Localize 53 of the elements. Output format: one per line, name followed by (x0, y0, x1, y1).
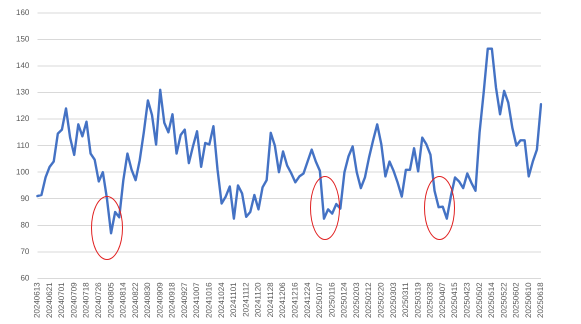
x-tick-label: 20250502 (474, 282, 484, 318)
x-tick-label: 20241016 (204, 282, 214, 318)
x-tick-label: 20250602 (512, 282, 521, 318)
x-tick-label: 20250107 (315, 282, 324, 318)
x-tick-label: 20250212 (364, 282, 374, 318)
x-tick-label: 20241024 (216, 282, 226, 318)
x-tick-label: 20241216 (290, 282, 300, 318)
x-tick-label: 20250303 (388, 282, 398, 318)
x-tick-label: 20240822 (130, 282, 140, 318)
x-tick-label: 20241120 (254, 282, 263, 318)
x-tick-label: 20240718 (82, 282, 91, 318)
y-tick-label: 110 (16, 140, 30, 150)
x-tick-label: 20240909 (155, 282, 164, 318)
x-tick-label: 20250618 (536, 282, 546, 318)
x-tick-label: 20241128 (266, 282, 275, 318)
y-tick-label: 120 (16, 114, 30, 124)
x-tick-label: 20240621 (44, 282, 54, 318)
y-tick-label: 100 (16, 167, 30, 176)
y-tick-label: 150 (16, 34, 30, 44)
x-tick-label: 20250124 (340, 282, 349, 318)
x-tick-label: 20240805 (106, 282, 116, 318)
x-tick-label: 20250116 (327, 282, 336, 318)
x-tick-label: 20250311 (401, 282, 410, 318)
x-tick-label: 20241206 (278, 282, 288, 318)
x-tick-label: 20240918 (168, 282, 177, 318)
x-tick-label: 20250522 (499, 282, 508, 318)
y-tick-label: 160 (16, 8, 30, 18)
x-tick-label: 20250319 (413, 282, 422, 318)
x-tick-label: 20240726 (94, 282, 103, 318)
x-tick-label: 20250514 (487, 282, 496, 318)
x-tick-label: 20240927 (180, 282, 189, 318)
x-tick-label: 20240830 (143, 282, 152, 318)
x-tick-label: 20250423 (462, 282, 472, 318)
x-tick-label: 20250203 (352, 282, 361, 318)
y-tick-label: 70 (20, 247, 30, 256)
x-tick-label: 20250610 (524, 282, 533, 318)
y-tick-label: 90 (20, 194, 30, 203)
x-tick-label: 20241007 (192, 282, 202, 318)
x-tick-label: 20250415 (450, 282, 460, 318)
x-tick-label: 20241101 (229, 282, 238, 318)
y-tick-label: 140 (16, 61, 30, 70)
x-tick-label: 20250220 (376, 282, 386, 318)
x-tick-label: 20250407 (438, 282, 447, 318)
x-tick-label: 20241112 (241, 282, 250, 317)
x-tick-label: 20240613 (32, 282, 42, 318)
y-tick-label: 80 (20, 220, 30, 230)
y-tick-label: 130 (16, 88, 30, 97)
x-tick-label: 20250328 (426, 282, 435, 318)
x-tick-label: 20240709 (69, 282, 78, 318)
x-tick-label: 20240814 (118, 282, 128, 318)
x-tick-label: 20241224 (302, 282, 312, 318)
x-tick-label: 20240701 (57, 282, 66, 318)
y-tick-label: 60 (20, 274, 30, 283)
